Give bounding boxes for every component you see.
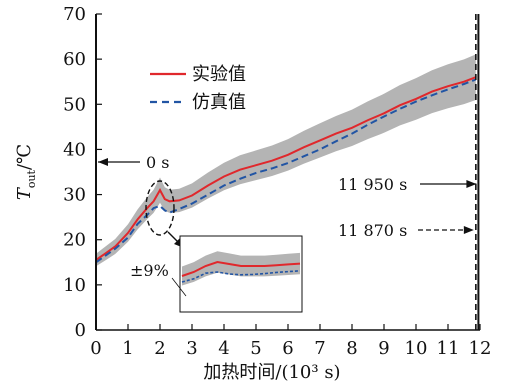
vertical-markers: 0 s 11 950 s 11 870 s: [95, 14, 480, 330]
y-tick-label: 30: [63, 185, 86, 206]
x-tick-label: 8: [346, 338, 357, 359]
inset-line-experiment: [181, 260, 301, 277]
band-label: ±9%: [130, 261, 169, 280]
uncertainty-band-layer: [96, 54, 476, 267]
y-tick-label: 50: [63, 94, 86, 115]
y-axis-title: Tout/℃: [14, 144, 38, 200]
x-tick-label: 12: [469, 338, 492, 359]
legend: 实验值 仿真值: [150, 64, 246, 113]
x-tick-label: 7: [314, 338, 325, 359]
y-tick-label: 70: [63, 4, 86, 25]
series-line-experiment: [95, 76, 477, 261]
vline-arrow-0-head: [98, 158, 108, 166]
series-line-simulation: [95, 78, 477, 264]
y-tick-label: 0: [75, 320, 86, 341]
x-axis-title: 加热时间/(10³ s): [203, 362, 340, 383]
legend-label-simulation: 仿真值: [192, 92, 246, 113]
zoom-inset: ±9%: [130, 180, 303, 313]
x-tick-label: 9: [378, 338, 389, 359]
series-layer: [95, 76, 477, 264]
uncertainty-band: [96, 54, 476, 267]
vline-label-2: 11 870 s: [338, 221, 407, 240]
y-axis-title-main: T: [14, 186, 35, 200]
x-tick-label: 10: [405, 338, 428, 359]
vline-arrow-2-head: [463, 226, 474, 234]
vline-label-0: 0 s: [146, 153, 169, 172]
x-tick-label: 1: [122, 338, 133, 359]
x-tick-label: 4: [218, 338, 229, 359]
y-tick-label: 40: [63, 139, 86, 160]
y-axis-title-unit: /℃: [14, 144, 35, 170]
inset-band: [182, 251, 300, 286]
x-tick-label: 0: [90, 338, 101, 359]
x-ticks: 0 1 2 3 4 5 6 7 8 9 10 11 12: [90, 324, 491, 359]
zoom-region-ellipse: [145, 180, 175, 236]
vline-arrow-1-head: [466, 180, 477, 188]
y-tick-label: 10: [63, 275, 86, 296]
x-tick-label: 3: [186, 338, 197, 359]
y-tick-label: 20: [63, 230, 86, 251]
y-ticks: 0 10 20 30 40 50 60 70: [63, 4, 102, 341]
x-tick-label: 5: [250, 338, 261, 359]
y-axis-title-sub: out: [25, 169, 38, 188]
vline-label-1: 11 950 s: [338, 175, 407, 194]
inset-plot: [181, 251, 301, 286]
band-label-leader: [171, 277, 187, 297]
x-tick-label: 6: [282, 338, 293, 359]
inset-line-simulation: [181, 270, 301, 283]
y-tick-label: 60: [63, 49, 86, 70]
x-tick-label: 2: [154, 338, 165, 359]
x-tick-label: 11: [437, 338, 460, 359]
legend-label-experiment: 实验值: [192, 64, 246, 85]
